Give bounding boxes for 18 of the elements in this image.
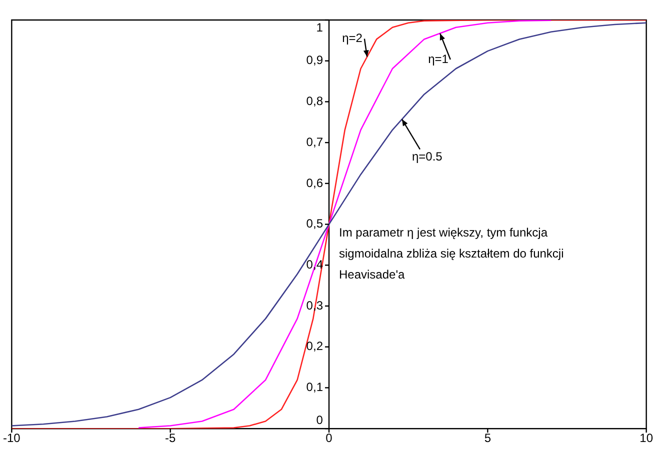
y-tick-label: 0,5 [306, 216, 324, 231]
y-tick-label: 0,9 [306, 53, 324, 68]
y-tick-label: 0,6 [306, 176, 324, 190]
y-tick-label: 0,1 [306, 380, 324, 394]
x-tick-label: 10 [640, 431, 654, 446]
y-tick-label: 1 [316, 20, 324, 34]
y-tick-label: 0 [316, 412, 324, 427]
annotation: η=1 [428, 52, 449, 66]
annotation: η=2 [342, 31, 363, 46]
x-tick-label: -10 [3, 431, 21, 446]
y-tick-label: 0,2 [306, 339, 324, 354]
x-tick-label: -5 [165, 431, 176, 446]
x-tick-label: 5 [484, 431, 492, 446]
x-tick-label: 0 [326, 431, 333, 446]
y-tick-label: 0,7 [306, 134, 324, 149]
y-tick-label: 0,8 [306, 94, 324, 108]
annotation: η=0.5 [412, 150, 443, 164]
annotation: Im parametr η jest większy, tym funkcja sigmoidalna zbliża się kształtem do funkcji Heavisade'a [339, 226, 564, 282]
